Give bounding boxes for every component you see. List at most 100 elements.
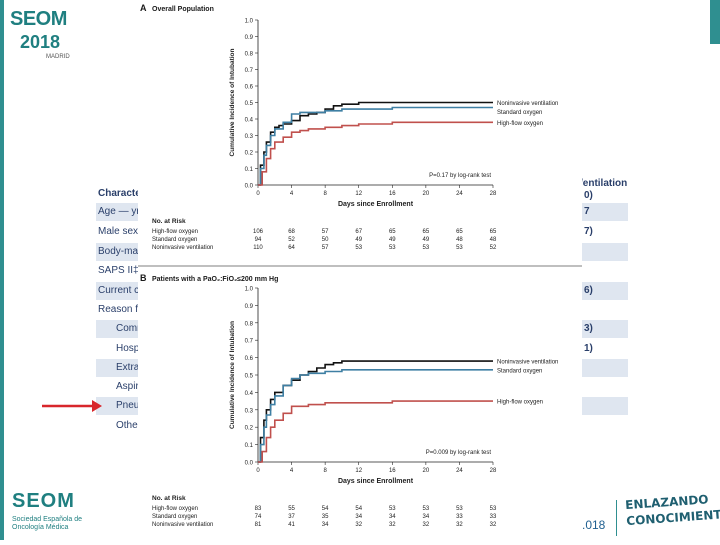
table-row-label: Comm <box>116 323 146 334</box>
risk-row-label: Noninvasive ventilation <box>152 245 213 251</box>
legend-label: High-flow oxygen <box>497 121 543 127</box>
legend-label: Standard oxygen <box>497 369 542 375</box>
risk-value: 32 <box>423 522 430 528</box>
table-row: Reason f <box>96 301 628 319</box>
risk-value: 53 <box>456 506 463 512</box>
risk-value: 81 <box>255 522 262 528</box>
y-tick-label: 0.6 <box>245 356 254 362</box>
x-tick-label: 16 <box>389 191 396 197</box>
risk-value: 54 <box>355 506 362 512</box>
risk-value: 48 <box>490 237 497 243</box>
logo-top-name: SEOM <box>10 8 67 30</box>
y-tick-label: 0.4 <box>245 391 254 397</box>
y-tick-label: 0.6 <box>245 85 254 91</box>
table-row: Aspir <box>96 378 628 396</box>
x-tick-label: 20 <box>423 468 430 474</box>
panel-title: Overall Population <box>152 6 214 13</box>
y-tick-label: 0.5 <box>245 101 254 107</box>
risk-value: 35 <box>322 514 329 520</box>
risk-value: 33 <box>490 514 497 520</box>
y-tick-label: 0.4 <box>245 118 254 124</box>
x-tick-label: 8 <box>323 191 327 197</box>
y-tick-label: 0.2 <box>245 426 254 432</box>
seom-2018-logo: SEOM 2018 MADRID <box>6 2 74 68</box>
risk-value: 32 <box>355 522 362 528</box>
risk-value: 57 <box>322 229 329 235</box>
x-tick-label: 4 <box>290 191 294 197</box>
y-axis-title: Cumulative Incidence of Intubation <box>229 48 236 156</box>
risk-value: 67 <box>355 229 362 235</box>
table-row-label: Pneu <box>116 400 140 411</box>
risk-value: 64 <box>288 245 295 251</box>
table-header-left: Characte <box>98 188 141 199</box>
table-row-label: Age — yr <box>98 206 140 217</box>
table-header-right: /entilation <box>580 178 628 189</box>
bottom-divider <box>616 500 617 536</box>
legend-label: Standard oxygen <box>497 110 542 116</box>
table-row-value: 7 <box>584 206 590 217</box>
risk-row-label: Noninvasive ventilation <box>152 522 213 528</box>
x-tick-label: 4 <box>290 468 294 474</box>
x-tick-label: 28 <box>490 468 497 474</box>
y-tick-label: 0.0 <box>245 184 254 190</box>
risk-table-header: No. at Risk <box>152 495 186 502</box>
series-line-hfo <box>258 121 493 186</box>
y-tick-label: 0.3 <box>245 408 254 414</box>
y-tick-label: 0.0 <box>245 461 254 467</box>
logrank-annotation: P=0.009 by log-rank test <box>426 450 492 456</box>
risk-value: 65 <box>456 229 463 235</box>
y-tick-label: 1.0 <box>245 287 254 293</box>
risk-value: 53 <box>490 506 497 512</box>
table-row-label: Current c <box>98 285 140 296</box>
series-line-niv <box>258 101 493 186</box>
logo-top-year: 2018 <box>20 32 61 52</box>
panel-title: Patients with a PaO₂:FiO₂≤200 mm Hg <box>152 276 278 283</box>
risk-value: 49 <box>423 237 430 243</box>
risk-value: 34 <box>389 514 396 520</box>
risk-value: 53 <box>423 245 430 251</box>
y-tick-label: 0.5 <box>245 374 254 380</box>
y-tick-label: 0.1 <box>245 443 254 449</box>
risk-value: 32 <box>490 522 497 528</box>
risk-value: 48 <box>456 237 463 243</box>
y-tick-label: 0.2 <box>245 151 254 157</box>
table-row-label: Body-ma <box>98 246 139 257</box>
risk-value: 53 <box>423 506 430 512</box>
risk-value: 49 <box>355 237 362 243</box>
risk-value: 74 <box>255 514 262 520</box>
risk-value: 34 <box>355 514 362 520</box>
table-row-label: Male sex <box>98 226 139 237</box>
x-tick-label: 24 <box>456 191 463 197</box>
risk-value: 52 <box>490 245 497 251</box>
y-tick-label: 0.8 <box>245 321 254 327</box>
risk-value: 49 <box>389 237 396 243</box>
risk-value: 110 <box>253 245 263 251</box>
table-row: Male sex 7) <box>96 223 628 241</box>
risk-row-label: High-flow oxygen <box>152 506 198 512</box>
x-tick-label: 8 <box>323 468 327 474</box>
risk-row-label: Standard oxygen <box>152 237 197 243</box>
y-tick-label: 0.3 <box>245 134 254 140</box>
risk-value: 52 <box>288 237 295 243</box>
panel-letter: A <box>140 3 147 13</box>
table-row-value: 3) <box>584 323 593 334</box>
series-line-niv <box>258 360 493 463</box>
risk-value: 65 <box>490 229 497 235</box>
left-accent-strip <box>0 0 4 540</box>
risk-value: 33 <box>456 514 463 520</box>
risk-value: 34 <box>322 522 329 528</box>
table-row-label: Extra <box>116 362 140 373</box>
table-row-label: Othe <box>116 420 138 431</box>
table-row-label: Aspir <box>116 381 139 392</box>
risk-value: 83 <box>255 506 262 512</box>
logo-top-city: MADRID <box>46 54 70 60</box>
right-accent-bar <box>710 0 720 44</box>
risk-value: 106 <box>253 229 264 235</box>
table-row-value: 6) <box>584 285 593 296</box>
legend-label: Noninvasive ventilation <box>497 101 558 107</box>
risk-value: 37 <box>288 514 295 520</box>
risk-value: 65 <box>389 229 396 235</box>
risk-value: 34 <box>423 514 430 520</box>
table-header-right-sub: 0) <box>584 190 593 201</box>
y-tick-label: 0.8 <box>245 52 254 58</box>
